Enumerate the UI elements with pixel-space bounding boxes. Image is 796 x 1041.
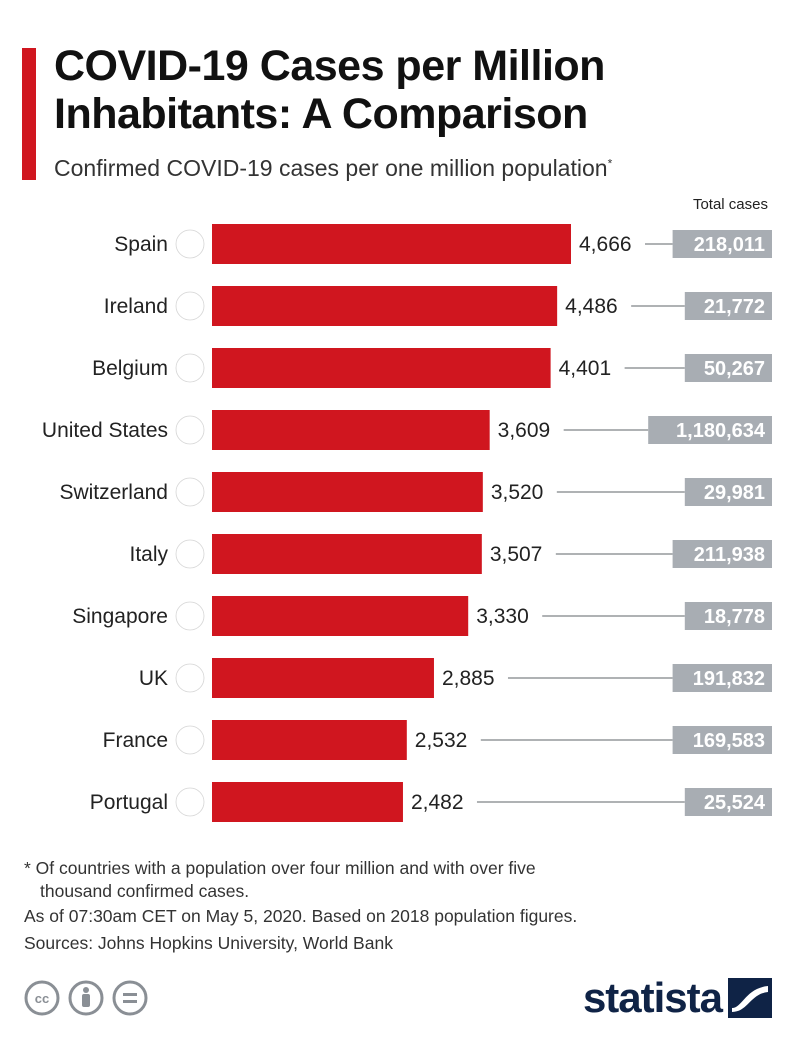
belgium-flag-icon — [175, 353, 205, 383]
country-label: UK — [139, 667, 168, 690]
value-label: 3,609 — [498, 419, 551, 442]
value-label: 3,520 — [491, 481, 544, 504]
page-subtitle: Confirmed COVID-19 cases per one million… — [54, 155, 612, 182]
ireland-flag-icon — [175, 291, 205, 321]
country-label: Italy — [129, 543, 168, 566]
footnote-line-1: * Of countries with a population over fo… — [24, 858, 536, 878]
singapore-flag-icon — [175, 601, 205, 631]
title-line-1: COVID-19 Cases per Million — [54, 42, 605, 90]
license-icons: cc — [24, 980, 148, 1018]
value-label: 2,885 — [442, 667, 495, 690]
value-label: 3,507 — [490, 543, 543, 566]
france-flag-icon — [175, 725, 205, 755]
total-cases-badge — [684, 788, 772, 816]
bar-chart: Spain 4,666 218,011 Ireland 4,486 21,772 Belgi… — [42, 224, 772, 822]
bar — [212, 658, 434, 698]
total-cases-badge — [684, 602, 772, 630]
statista-brand[interactable]: statista — [583, 974, 772, 1022]
country-label: Ireland — [104, 295, 168, 318]
united-states-flag-icon — [175, 415, 205, 445]
total-cases-badge — [672, 540, 772, 568]
total-cases-badge — [672, 664, 772, 692]
as-of-note: As of 07:30am CET on May 5, 2020. Based … — [24, 906, 578, 926]
value-label: 4,486 — [565, 295, 618, 318]
value-label: 4,666 — [579, 233, 632, 256]
bar — [212, 224, 571, 264]
country-label: Switzerland — [59, 481, 168, 504]
brand-wordmark: statista — [582, 974, 723, 1021]
total-cases-label: 50,267 — [704, 358, 765, 380]
svg-text:cc: cc — [35, 991, 49, 1006]
subtitle-footnote-mark: * — [607, 156, 613, 171]
title-line-2: Inhabitants: A Comparison — [54, 90, 588, 138]
bar — [212, 782, 403, 822]
total-cases-label: 25,524 — [704, 792, 766, 814]
total-cases-label: 21,772 — [704, 296, 765, 318]
bar — [212, 472, 483, 512]
total-cases-header: Total cases — [692, 196, 768, 213]
total-cases-badge — [672, 726, 772, 754]
sources-note: Sources: Johns Hopkins University, World… — [24, 933, 393, 953]
total-cases-label: 29,981 — [704, 482, 765, 504]
country-label: Portugal — [90, 791, 168, 814]
bar — [212, 596, 469, 636]
subtitle-text: Confirmed COVID-19 cases per one million… — [54, 155, 608, 181]
portugal-flag-icon — [175, 787, 205, 817]
title-accent-bar — [22, 48, 36, 180]
total-cases-label: 191,832 — [693, 668, 765, 690]
value-label: 2,482 — [411, 791, 464, 814]
italy-flag-icon — [175, 539, 205, 569]
footnote-line-2: thousand confirmed cases. — [40, 881, 250, 901]
country-label: Singapore — [72, 605, 168, 628]
country-label: United States — [42, 419, 168, 442]
total-cases-label: 169,583 — [693, 730, 765, 752]
uk-flag-icon — [175, 663, 205, 693]
attribution-icon[interactable] — [68, 980, 104, 1016]
total-cases-label: 211,938 — [694, 544, 765, 566]
value-label: 4,401 — [559, 357, 612, 380]
page-title: COVID-19 Cases per Million Inhabitants: … — [54, 42, 774, 138]
total-cases-label: 1,180,634 — [676, 420, 766, 442]
total-cases-label: 218,011 — [694, 234, 765, 256]
country-label: Belgium — [92, 357, 168, 380]
total-cases-badge — [672, 230, 772, 258]
bar — [212, 410, 490, 450]
bar — [212, 286, 558, 326]
spain-flag-icon — [175, 229, 205, 259]
bar — [212, 534, 482, 574]
bar — [212, 348, 551, 388]
country-label: France — [103, 729, 168, 752]
no-derivatives-icon[interactable] — [112, 980, 148, 1016]
country-label: Spain — [114, 233, 168, 256]
total-cases-badge — [684, 354, 772, 382]
total-cases-label: 18,778 — [704, 606, 765, 628]
value-label: 2,532 — [415, 729, 468, 752]
value-label: 3,330 — [476, 605, 529, 628]
total-cases-badge — [684, 478, 772, 506]
switzerland-flag-icon — [175, 477, 205, 507]
creative-commons-icon[interactable]: cc — [24, 980, 60, 1016]
bar — [212, 720, 407, 760]
statista-logo-icon — [728, 978, 772, 1018]
total-cases-badge — [684, 292, 772, 320]
total-cases-badge — [648, 416, 772, 444]
